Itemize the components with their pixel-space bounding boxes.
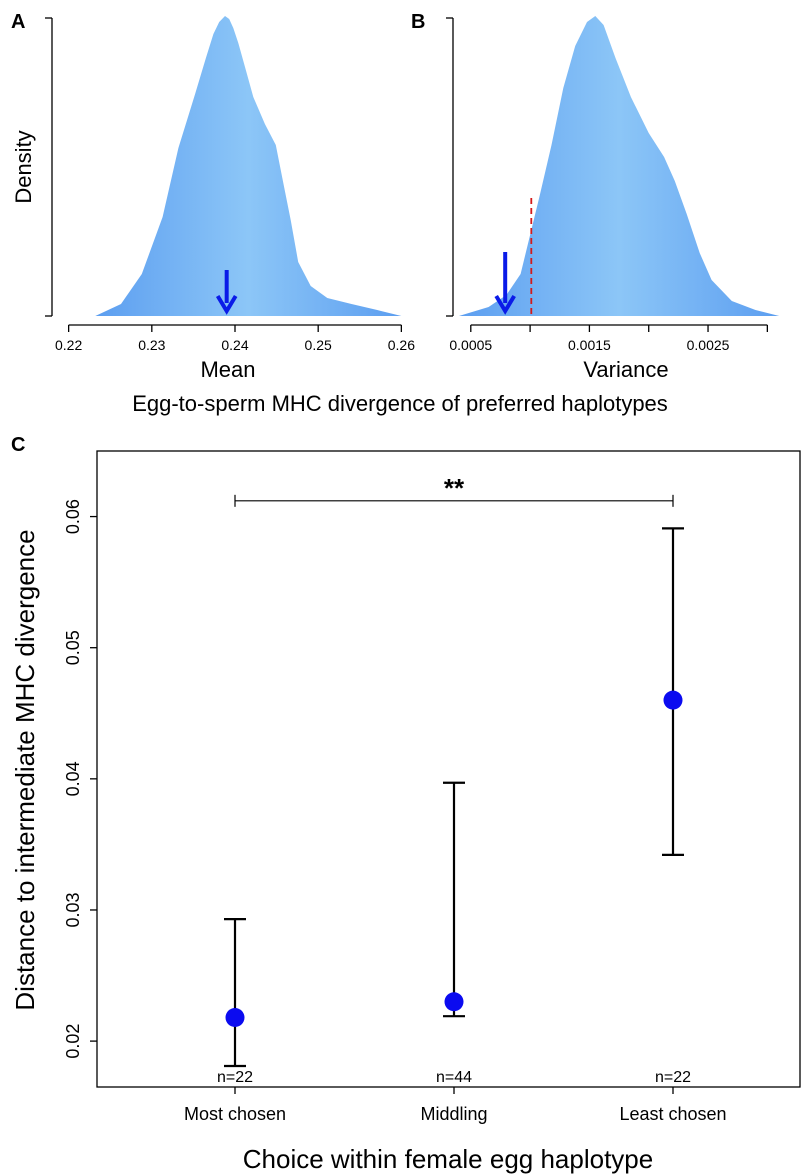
- x-axis-a: 0.22 0.23 0.24 0.25 0.26: [55, 324, 415, 353]
- data-point-0: [225, 1007, 245, 1027]
- density-area-b: [458, 16, 780, 316]
- x-tick-label-a-4: 0.26: [388, 337, 415, 353]
- n-label-1: n=44: [436, 1069, 472, 1086]
- observed-arrow-a: [215, 270, 238, 315]
- n-label-0: n=22: [217, 1069, 253, 1086]
- x-tick-label-a-0: 0.22: [55, 337, 82, 353]
- x-tick-label-c-2: Least chosen: [619, 1104, 726, 1124]
- y-tick-label-c-2: 0.04: [63, 761, 83, 796]
- y-axis-label-c: Distance to intermediate MHC divergence: [10, 529, 40, 1010]
- n-label-2: n=22: [655, 1069, 691, 1086]
- x-axis-c: Most chosen Middling Least chosen: [184, 1087, 727, 1124]
- panel-a: A Density 0.22 0.23 0.24 0.25 0.26 Mean: [11, 11, 415, 382]
- panel-label-c: C: [11, 434, 25, 456]
- x-tick-label-a-1: 0.23: [138, 337, 165, 353]
- y-axis-label-a: Density: [11, 130, 36, 203]
- x-tick-label-c-1: Middling: [420, 1104, 487, 1124]
- significance-label: **: [444, 473, 465, 503]
- x-tick-label-c-0: Most chosen: [184, 1104, 286, 1124]
- panel-label-a: A: [11, 11, 25, 33]
- density-area-a: [95, 16, 402, 316]
- panel-b: B 0.0005 0.0015 0.0025 Variance: [411, 11, 780, 382]
- x-axis-label-c: Choice within female egg haplotype: [243, 1144, 653, 1174]
- arrow-head-a: [215, 294, 238, 315]
- significance-bracket: **: [234, 473, 674, 507]
- x-axis-b: 0.0005 0.0015 0.0025: [449, 324, 768, 353]
- plot-frame-c: [96, 450, 801, 1088]
- data-point-1: [444, 992, 464, 1012]
- y-tick-label-c-1: 0.03: [63, 892, 83, 927]
- point-estimates: n=22 n=44 n=22: [217, 527, 691, 1086]
- y-tick-label-c-3: 0.05: [63, 630, 83, 665]
- x-tick-label-b-2: 0.0015: [568, 337, 611, 353]
- y-tick-label-c-4: 0.06: [63, 499, 83, 534]
- x-tick-label-a-3: 0.25: [305, 337, 332, 353]
- panel-c: C Distance to intermediate MHC divergenc…: [10, 434, 801, 1174]
- x-axis-label-b: Variance: [583, 357, 668, 382]
- y-axis-c: 0.02 0.03 0.04 0.05 0.06: [63, 499, 97, 1059]
- shared-x-axis-label: Egg-to-sperm MHC divergence of preferred…: [132, 391, 668, 416]
- observed-arrow-b: [494, 252, 516, 315]
- x-axis-label-a: Mean: [200, 357, 255, 382]
- arrow-head-b: [494, 294, 516, 315]
- x-tick-label-b-4: 0.0025: [687, 337, 730, 353]
- y-tick-label-c-0: 0.02: [63, 1024, 83, 1059]
- x-tick-label-a-2: 0.24: [221, 337, 248, 353]
- panel-label-b: B: [411, 11, 425, 33]
- x-tick-label-b-0: 0.0005: [449, 337, 492, 353]
- data-point-2: [663, 690, 683, 710]
